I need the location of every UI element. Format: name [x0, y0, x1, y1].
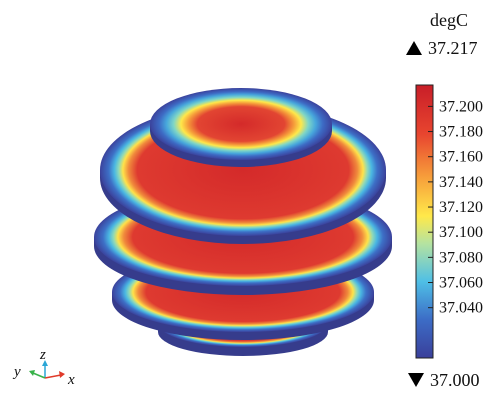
- colorbar-tick-label: 37.120: [439, 199, 483, 216]
- axis-x-label: x: [67, 372, 75, 388]
- max-triangle-icon: [406, 40, 422, 55]
- colorbar-tick-label: 37.140: [439, 174, 483, 191]
- colorbar-min: 37.000: [408, 370, 480, 391]
- colorbar-tick-label: 37.180: [439, 124, 483, 141]
- colorbar: 37.200 37.180 37.160 37.140 37.120 37.100 37.0…: [415, 84, 483, 359]
- min-triangle-icon: [408, 372, 424, 387]
- colorbar-tick-label: 37.040: [439, 300, 483, 317]
- colorbar-tick-label: 37.160: [439, 149, 483, 166]
- axes-triad: y z x: [12, 347, 75, 388]
- colorbar-tick-label: 37.080: [439, 249, 483, 266]
- axis-z-label: z: [39, 347, 46, 363]
- axis-y-label: y: [12, 364, 21, 380]
- colorbar-unit: degC: [430, 10, 468, 30]
- colorbar-tick-label: 37.200: [439, 98, 483, 115]
- colorbar-tick-label: 37.100: [439, 224, 483, 241]
- colorbar-max: 37.217: [406, 38, 478, 59]
- colorbar-max-value: 37.217: [428, 38, 478, 58]
- colorbar-tick-label: 37.060: [439, 275, 483, 292]
- colorbar-min-value: 37.000: [430, 370, 480, 390]
- slice-top: [150, 88, 332, 167]
